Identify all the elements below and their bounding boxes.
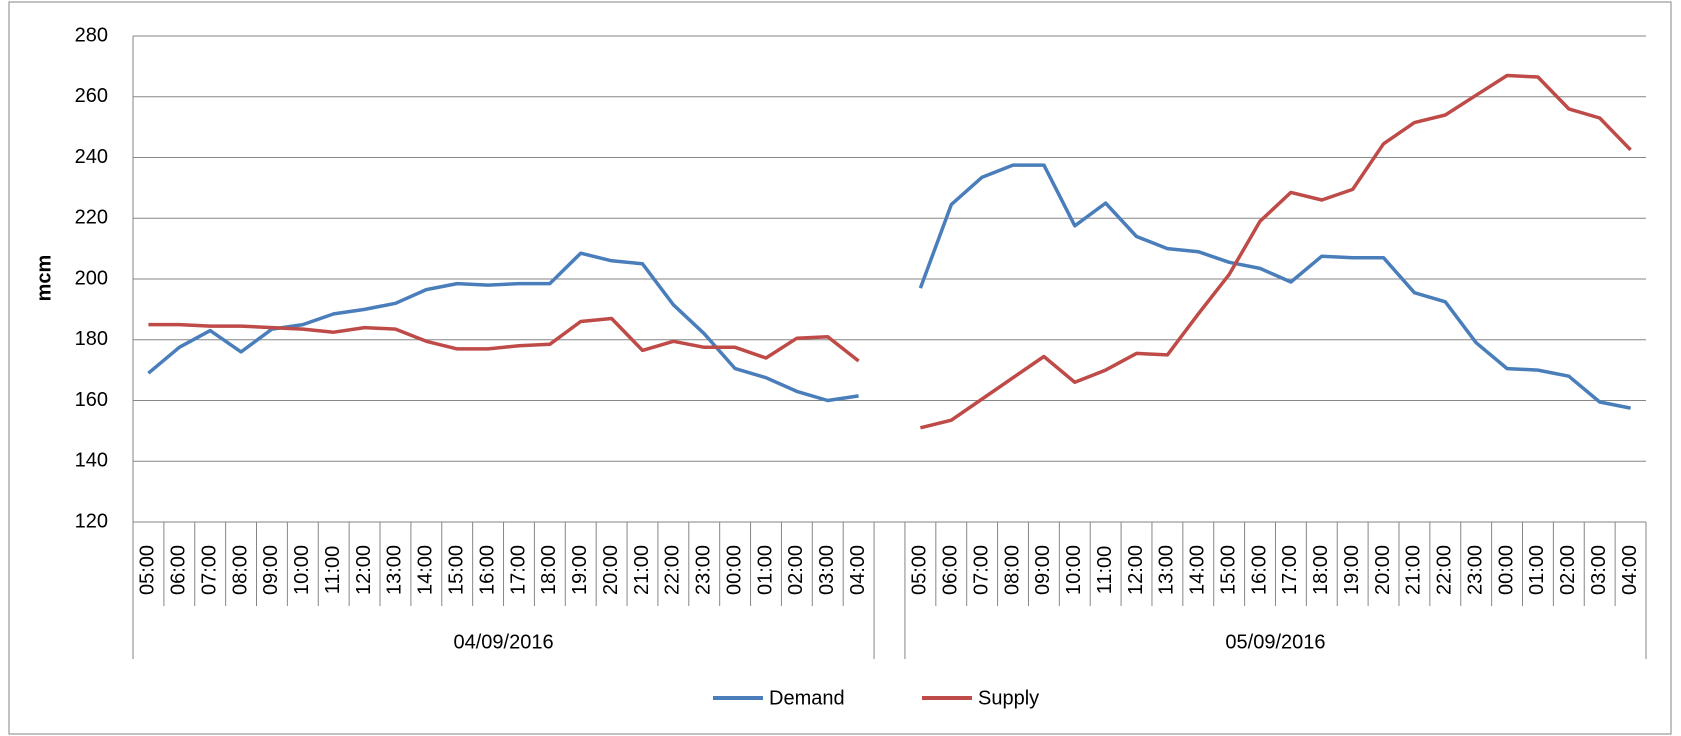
- x-tick-label: 19:00: [1341, 545, 1363, 595]
- x-tick-label: 10:00: [1063, 545, 1085, 595]
- x-tick-label: 02:00: [1557, 545, 1579, 595]
- x-tick-label: 08:00: [1001, 545, 1023, 595]
- y-tick-label: 200: [75, 267, 108, 289]
- x-tick-label: 20:00: [1372, 545, 1394, 595]
- y-tick-label: 120: [75, 510, 108, 532]
- x-tick-label: 20:00: [600, 545, 622, 595]
- series-line: [148, 73, 1632, 430]
- x-tick-label: 16:00: [476, 545, 498, 595]
- x-tick-label: 18:00: [538, 545, 560, 595]
- y-tick-label: 160: [75, 389, 108, 411]
- legend-label: Supply: [978, 687, 1039, 709]
- x-tick-label: 15:00: [1217, 545, 1239, 595]
- x-tick-label: 17:00: [507, 545, 529, 595]
- series-line: [147, 163, 1631, 410]
- x-tick-label: 18:00: [1310, 545, 1332, 595]
- x-tick-label: 15:00: [445, 545, 467, 595]
- x-tick-label: 23:00: [693, 545, 715, 595]
- x-tick-label: 12:00: [1125, 545, 1147, 595]
- x-tick-label: 09:00: [260, 545, 282, 595]
- x-tick-label: 19:00: [569, 545, 591, 595]
- x-tick-label: 21:00: [1403, 545, 1425, 595]
- x-tick-label: 01:00: [1526, 545, 1548, 595]
- x-tick-label: 12:00: [353, 545, 375, 595]
- x-tick-label: 11:00: [322, 546, 344, 595]
- x-tick-label: 21:00: [631, 545, 653, 595]
- group-label: 04/09/2016: [453, 631, 553, 653]
- x-tick-label: 04:00: [847, 545, 869, 595]
- x-tick-label: 07:00: [198, 545, 220, 595]
- x-tick-label: 22:00: [662, 545, 684, 595]
- x-tick-label: 02:00: [785, 545, 807, 595]
- y-tick-label: 180: [75, 328, 108, 350]
- x-tick-label: 09:00: [1032, 545, 1054, 595]
- x-tick-label: 13:00: [1156, 545, 1178, 595]
- x-tick-label: 14:00: [1187, 545, 1209, 595]
- x-tick-label: 22:00: [1434, 545, 1456, 595]
- x-tick-label: 01:00: [754, 545, 776, 595]
- x-tick-label: 07:00: [970, 545, 992, 595]
- y-tick-label: 240: [75, 146, 108, 168]
- x-tick-label: 14:00: [415, 545, 437, 595]
- y-axis-label: mcm: [33, 255, 55, 302]
- x-tick-label: 03:00: [816, 545, 838, 595]
- x-tick-label: 06:00: [940, 545, 962, 595]
- x-tick-label: 03:00: [1588, 545, 1610, 595]
- chart-frame: [8, 1, 1672, 735]
- x-tick-label: 06:00: [168, 545, 190, 595]
- x-tick-label: 04:00: [1619, 545, 1641, 595]
- y-tick-label: 280: [75, 24, 108, 46]
- legend-label: Demand: [769, 687, 845, 709]
- x-tick-label: 08:00: [229, 545, 251, 595]
- x-tick-label: 00:00: [1495, 545, 1517, 595]
- x-tick-label: 13:00: [384, 545, 406, 595]
- x-tick-label: 05:00: [909, 545, 931, 595]
- x-tick-label: 23:00: [1464, 545, 1486, 595]
- y-tick-label: 260: [75, 85, 108, 107]
- x-tick-label: 05:00: [137, 545, 159, 595]
- x-tick-label: 16:00: [1248, 545, 1270, 595]
- x-tick-label: 10:00: [291, 545, 313, 595]
- x-tick-label: 17:00: [1279, 545, 1301, 595]
- y-tick-label: 140: [75, 450, 108, 472]
- group-label: 05/09/2016: [1225, 631, 1325, 653]
- x-tick-label: 11:00: [1094, 546, 1116, 595]
- x-tick-label: 00:00: [723, 545, 745, 595]
- y-tick-label: 220: [75, 207, 108, 229]
